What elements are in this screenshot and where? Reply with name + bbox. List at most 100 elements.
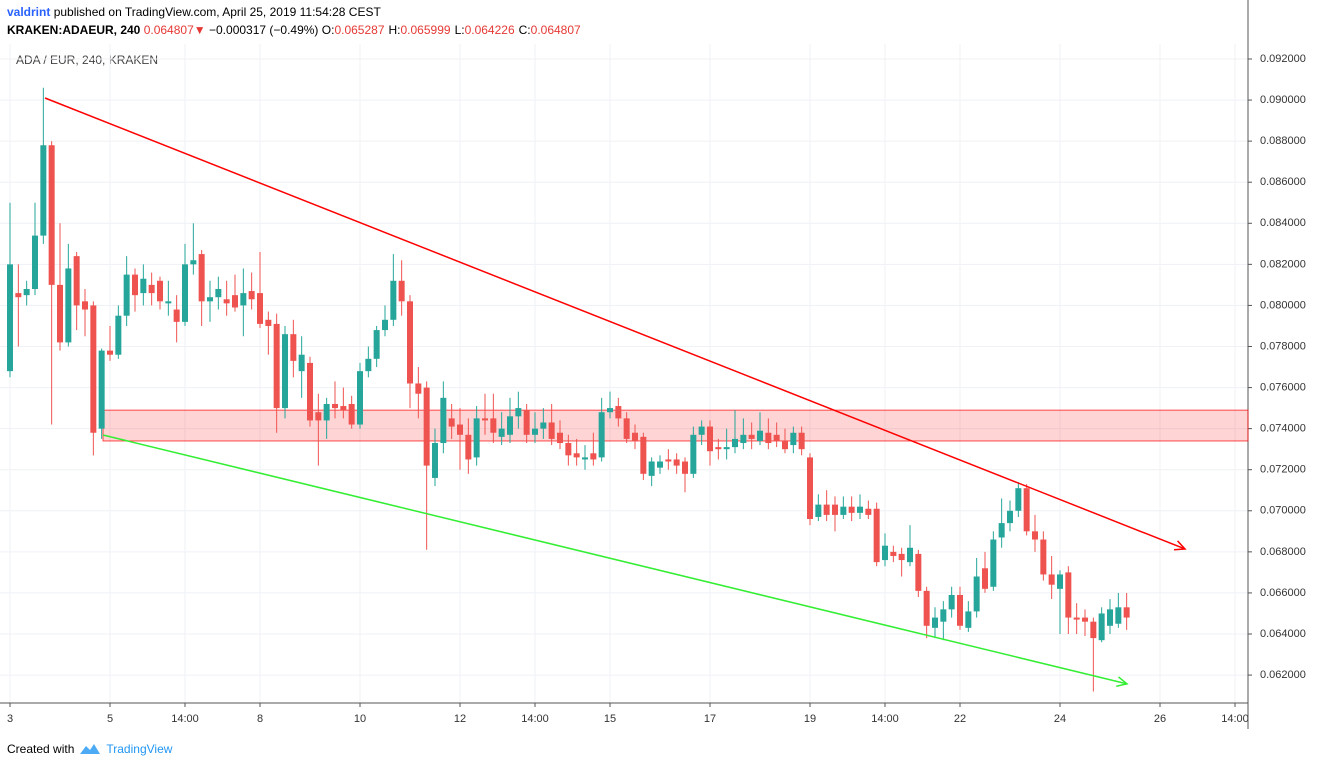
- candle-body: [640, 436, 647, 474]
- candle-body: [107, 350, 113, 355]
- candle-body: [1065, 572, 1072, 618]
- candle-body: [365, 358, 372, 372]
- ohlc-label: O:: [321, 23, 335, 37]
- brand[interactable]: TradingView: [106, 742, 173, 756]
- candle-body: [882, 545, 888, 561]
- candle-body: [490, 418, 497, 433]
- x-tick-label: 22: [954, 713, 966, 725]
- candle-body: [32, 235, 38, 289]
- candle-body: [40, 145, 47, 236]
- candle-body: [682, 461, 688, 474]
- candle-body: [807, 457, 813, 519]
- candle-body: [440, 397, 447, 444]
- ohlc: O:0.065287 H:0.065999 L:0.064226 C:0.064807: [322, 23, 585, 37]
- candle-body: [215, 288, 222, 298]
- last-price: 0.064807: [143, 23, 194, 37]
- change: −0.000317 (−0.49%): [209, 23, 319, 37]
- candle-body: [57, 284, 63, 343]
- candle-body: [498, 428, 505, 437]
- candle-body: [832, 504, 838, 515]
- candle-body: [973, 576, 980, 612]
- arrow: ▼: [193, 23, 206, 37]
- candle-body: [298, 354, 305, 372]
- candle-body: [148, 284, 155, 294]
- y-tick-label: 0.090000: [1260, 94, 1306, 106]
- candle-body: [173, 309, 180, 322]
- candle-body: [398, 280, 405, 302]
- candle-body: [865, 508, 872, 515]
- candle-body: [348, 403, 355, 425]
- y-tick-label: 0.068000: [1260, 546, 1306, 558]
- x-tick-label: 15: [604, 713, 616, 725]
- trendline: [102, 434, 1128, 685]
- candle-body: [357, 371, 363, 425]
- x-tick-label: 26: [1154, 713, 1166, 725]
- candle-body: [773, 434, 780, 441]
- candle-body: [1098, 613, 1105, 641]
- x-tick-label: 14:00: [171, 713, 199, 725]
- candle-body: [1040, 539, 1047, 575]
- ohlc-label: C:: [518, 23, 531, 37]
- candle-body: [232, 295, 238, 308]
- x-tick-label: 19: [804, 713, 816, 725]
- x-tick-label: 5: [107, 713, 113, 725]
- candle-body: [23, 288, 30, 296]
- author[interactable]: valdrint: [7, 5, 51, 19]
- y-tick-label: 0.078000: [1260, 340, 1306, 352]
- candle-body: [907, 547, 913, 563]
- candle-body: [665, 459, 672, 462]
- candle-body: [857, 506, 863, 513]
- publish-line: valdrint published on TradingView.com, A…: [7, 5, 381, 19]
- x-tick-label: 24: [1054, 713, 1066, 725]
- candle-body: [848, 506, 855, 513]
- ohlc-value: 0.064226: [464, 23, 515, 37]
- y-tick-label: 0.070000: [1260, 505, 1306, 517]
- candle-body: [165, 301, 172, 304]
- candle-body: [390, 280, 397, 320]
- candle-body: [1123, 607, 1130, 618]
- candle-body: [715, 447, 722, 450]
- ohlc-label: L:: [454, 23, 465, 37]
- candle-body: [1048, 574, 1055, 585]
- candle-body: [48, 145, 55, 285]
- candle-body: [1015, 488, 1022, 511]
- candle-body: [840, 506, 847, 515]
- symbol: KRAKEN:ADAEUR, 240: [7, 23, 141, 37]
- candle-body: [615, 406, 622, 419]
- candle-body: [573, 453, 580, 458]
- created-with: Created with: [7, 742, 75, 756]
- y-tick-label: 0.084000: [1260, 217, 1306, 229]
- candle-body: [590, 453, 597, 460]
- candle-body: [315, 412, 322, 421]
- quote-line: KRAKEN:ADAEUR, 240 0.064807▼ −0.000317 (…: [7, 23, 585, 37]
- candle-body: [282, 334, 288, 409]
- candle-body: [507, 416, 513, 435]
- candle-body: [123, 274, 130, 316]
- candle-body: [723, 447, 730, 450]
- candle-body: [707, 426, 713, 452]
- ohlc-label: H:: [388, 23, 401, 37]
- candle-body: [823, 504, 830, 515]
- candle-body: [423, 387, 430, 466]
- y-tick-label: 0.062000: [1260, 669, 1306, 681]
- candle-body: [890, 551, 897, 556]
- candle-body: [90, 305, 97, 433]
- candle-body: [265, 319, 272, 326]
- candle-body: [798, 432, 805, 450]
- candle-body: [157, 280, 163, 302]
- candle-body: [648, 461, 655, 476]
- candle-body: [373, 330, 380, 359]
- candle-body: [873, 508, 880, 563]
- candle-body: [465, 434, 472, 460]
- chart-title: ADA / EUR, 240, KRAKEN: [16, 53, 158, 67]
- published: published on TradingView.com, April 25, …: [53, 5, 381, 19]
- y-tick-label: 0.072000: [1260, 464, 1306, 476]
- x-tick-label: 14:00: [521, 713, 549, 725]
- candle-body: [1090, 621, 1097, 639]
- x-tick-label: 17: [704, 713, 716, 725]
- candle-body: [965, 611, 972, 628]
- candle-body: [190, 260, 197, 265]
- candle-body: [957, 594, 963, 626]
- candle-body: [748, 434, 755, 439]
- candle-body: [457, 424, 463, 435]
